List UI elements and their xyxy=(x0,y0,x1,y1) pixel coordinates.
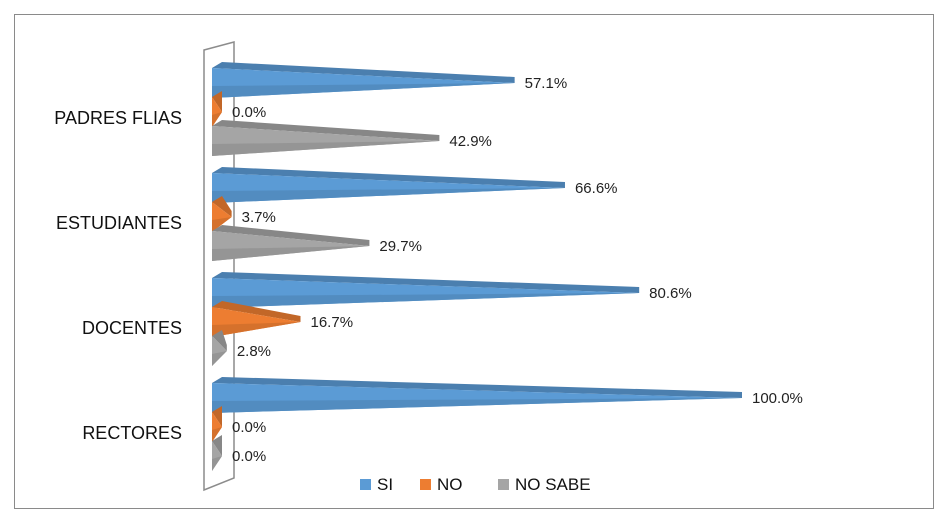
legend-swatch xyxy=(360,479,371,490)
data-label: 16.7% xyxy=(311,314,354,331)
legend-label: SI xyxy=(377,475,393,494)
data-label: 100.0% xyxy=(752,390,803,407)
category-label: RECTORES xyxy=(82,423,182,443)
data-label: 2.8% xyxy=(237,343,271,360)
category-label: DOCENTES xyxy=(82,318,182,338)
bar-no xyxy=(212,301,301,337)
data-label: 42.9% xyxy=(449,133,492,150)
bar-no-sabe xyxy=(212,225,370,261)
legend-swatch xyxy=(498,479,509,490)
bar-si xyxy=(212,167,565,203)
data-label: 3.7% xyxy=(242,209,276,226)
legend-label: NO SABE xyxy=(515,475,591,494)
legend-label: NO xyxy=(437,475,463,494)
data-label: 0.0% xyxy=(232,419,266,436)
data-label: 80.6% xyxy=(649,285,692,302)
data-label: 29.7% xyxy=(379,238,422,255)
data-label: 0.0% xyxy=(232,104,266,121)
legend-swatch xyxy=(420,479,431,490)
category-label: ESTUDIANTES xyxy=(56,213,182,233)
data-label: 57.1% xyxy=(525,75,568,92)
bar-no xyxy=(212,91,222,127)
data-label: 0.0% xyxy=(232,448,266,465)
bar-no-sabe xyxy=(212,120,440,156)
bar-si xyxy=(212,272,640,308)
bar-no-sabe xyxy=(212,330,227,366)
bar-no xyxy=(212,406,222,442)
chart-frame xyxy=(14,14,934,509)
bar-si xyxy=(212,62,515,98)
bar-no-sabe xyxy=(212,435,222,471)
data-label: 66.6% xyxy=(575,180,618,197)
category-label: PADRES FLIAS xyxy=(54,108,182,128)
bar-si xyxy=(212,377,742,413)
